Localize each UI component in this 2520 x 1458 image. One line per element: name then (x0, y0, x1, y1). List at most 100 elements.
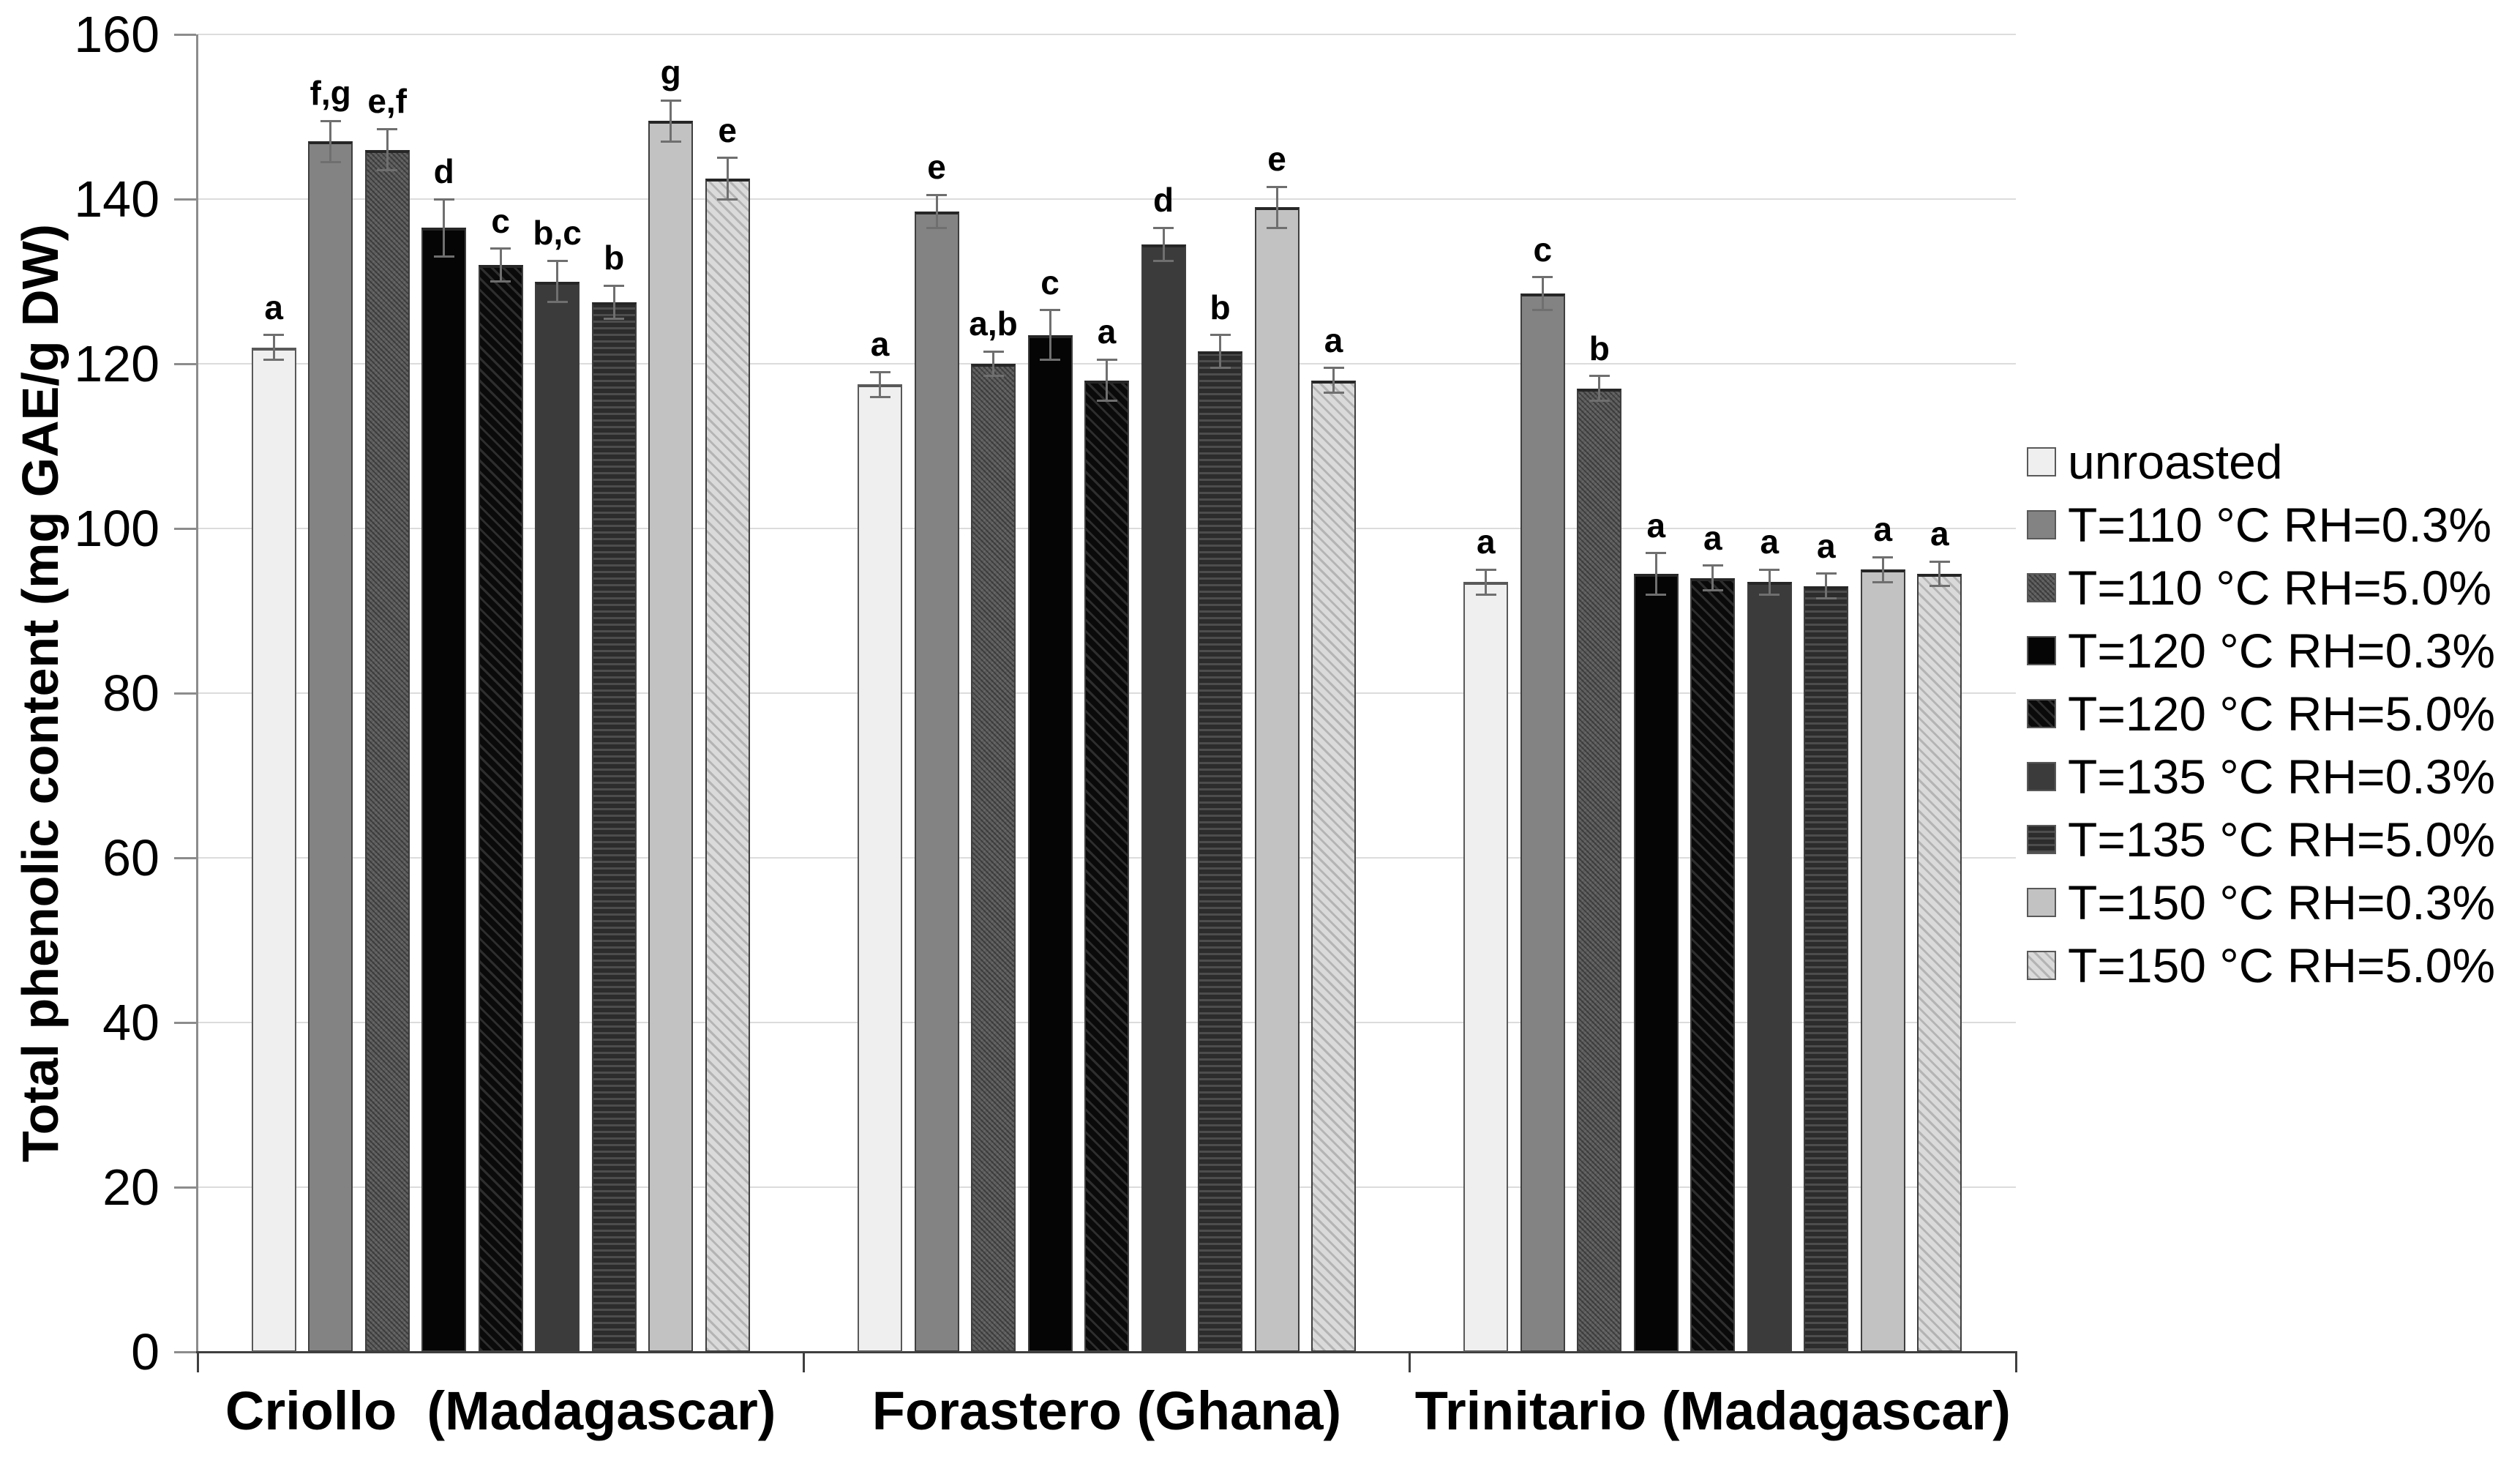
error-bar-cap-bottom (320, 160, 341, 163)
x-axis-tick-3 (2014, 1352, 2017, 1372)
bar-horizontal-dark-group3 (1804, 586, 1849, 1352)
x-axis-tick-2 (1409, 1352, 1411, 1372)
significance-letter: a (1097, 313, 1117, 351)
legend-item-fine-crosshatch-dark: T=110 °C RH=5.0% (2027, 556, 2491, 619)
y-tick-label-0: 0 (131, 1323, 160, 1380)
significance-letter: d (433, 152, 454, 190)
bar-solid-black-group1 (421, 228, 467, 1352)
significance-letter: c (1533, 230, 1553, 269)
y-tick-label-120: 120 (74, 335, 160, 392)
bar-solid-gray-group3 (1520, 294, 1565, 1352)
error-bar-cap-bottom (926, 226, 947, 229)
legend-item-plain-light: unroasted (2027, 430, 2283, 493)
y-axis-tick-80 (174, 692, 196, 695)
error-bar-line (726, 157, 729, 199)
legend-label: T=110 °C RH=0.3% (2068, 498, 2492, 552)
error-bar-line (1825, 573, 1828, 599)
error-bar-cap-bottom (1646, 593, 1667, 596)
legend-swatch-diagonal-black (2027, 699, 2056, 728)
error-bar-line (1711, 565, 1714, 591)
error-bar-line (272, 334, 275, 360)
significance-letter: a (1873, 510, 1893, 549)
error-bar-cap-top (1702, 564, 1723, 567)
error-bar-line (499, 248, 502, 282)
bar-diagonal-light-group2 (1311, 380, 1356, 1352)
bar-solid-gray-group1 (308, 141, 353, 1352)
error-bar-cap-top (1210, 334, 1231, 337)
significance-letter: a (1646, 506, 1666, 545)
bar-diagonal-light-group3 (1917, 573, 1962, 1352)
error-bar-cap-bottom (1872, 580, 1894, 583)
bar-solid-lightgray-group1 (648, 121, 694, 1352)
error-bar-cap-bottom (1532, 309, 1553, 312)
error-bar-line (1162, 228, 1165, 261)
error-bar-cap-top (320, 119, 341, 122)
significance-letter: a (1324, 321, 1343, 359)
legend-label: T=120 °C RH=5.0% (2068, 687, 2496, 741)
y-axis-line (196, 34, 198, 1353)
error-bar-cap-top (1929, 560, 1950, 563)
error-bar-cap-bottom (1040, 358, 1060, 361)
y-axis-tick-60 (174, 856, 196, 859)
bar-solid-gray-group2 (914, 211, 959, 1352)
y-tick-label-140: 140 (74, 171, 160, 228)
error-bar-line (879, 372, 881, 397)
error-bar-line (329, 121, 332, 162)
error-bar-line (1541, 277, 1544, 310)
significance-letter: f,g (310, 74, 351, 113)
error-bar-cap-top (263, 334, 285, 337)
legend-label: T=110 °C RH=5.0% (2068, 561, 2492, 615)
error-bar-line (1049, 310, 1051, 360)
significance-letter: a (1930, 515, 1949, 553)
y-tick-label-80: 80 (102, 665, 160, 722)
significance-letter: b,c (533, 214, 582, 253)
legend-item-solid-gray: T=110 °C RH=0.3% (2027, 493, 2491, 556)
y-axis-tick-0 (174, 1350, 196, 1353)
error-bar-line (556, 261, 559, 302)
gridline-140 (198, 198, 2016, 200)
bar-horizontal-dark-group2 (1198, 351, 1242, 1352)
x-axis-tick-1 (802, 1352, 805, 1372)
significance-letter: a,b (969, 304, 1018, 343)
error-bar-cap-bottom (1475, 593, 1496, 596)
error-bar-line (1275, 187, 1278, 228)
error-bar-cap-bottom (1153, 259, 1174, 262)
bar-solid-darkgray-group1 (535, 281, 580, 1352)
legend-label: unroasted (2068, 435, 2283, 489)
error-bar-cap-bottom (1323, 391, 1344, 394)
legend-label: T=120 °C RH=0.3% (2068, 624, 2496, 678)
error-bar-cap-bottom (490, 280, 511, 283)
error-bar-cap-bottom (1210, 367, 1231, 370)
error-bar-cap-top (433, 198, 454, 201)
significance-letter: a (1477, 523, 1496, 561)
error-bar-cap-bottom (1096, 400, 1117, 403)
legend-swatch-solid-darkgray (2027, 762, 2056, 791)
error-bar-line (935, 195, 938, 228)
error-bar-cap-bottom (604, 317, 625, 320)
bar-solid-darkgray-group3 (1747, 582, 1792, 1352)
y-tick-label-160: 160 (74, 6, 160, 63)
error-bar-cap-top (604, 284, 625, 287)
y-axis-tick-20 (174, 1186, 196, 1189)
error-bar-line (1485, 569, 1488, 594)
bar-plain-light-group3 (1463, 582, 1509, 1352)
legend-swatch-plain-light (2027, 447, 2056, 476)
y-axis-tick-140 (174, 198, 196, 201)
bar-diagonal-black-group1 (478, 265, 523, 1352)
error-bar-line (1881, 557, 1884, 583)
significance-letter: c (491, 201, 510, 240)
significance-letter: a (1703, 518, 1722, 557)
error-bar-cap-top (1267, 185, 1287, 188)
error-bar-cap-bottom (433, 255, 454, 258)
error-bar-cap-bottom (869, 395, 890, 398)
legend-swatch-fine-crosshatch-dark (2027, 573, 2056, 602)
legend-label: T=135 °C RH=5.0% (2068, 812, 2496, 867)
error-bar-cap-bottom (717, 198, 738, 201)
significance-letter: a (870, 325, 890, 364)
error-bar-cap-top (1532, 276, 1553, 279)
significance-letter: e (927, 148, 946, 187)
bar-solid-black-group2 (1027, 334, 1073, 1352)
significance-letter: b (1589, 329, 1610, 367)
legend-swatch-solid-lightgray (2027, 888, 2056, 917)
legend-swatch-solid-gray (2027, 510, 2056, 539)
